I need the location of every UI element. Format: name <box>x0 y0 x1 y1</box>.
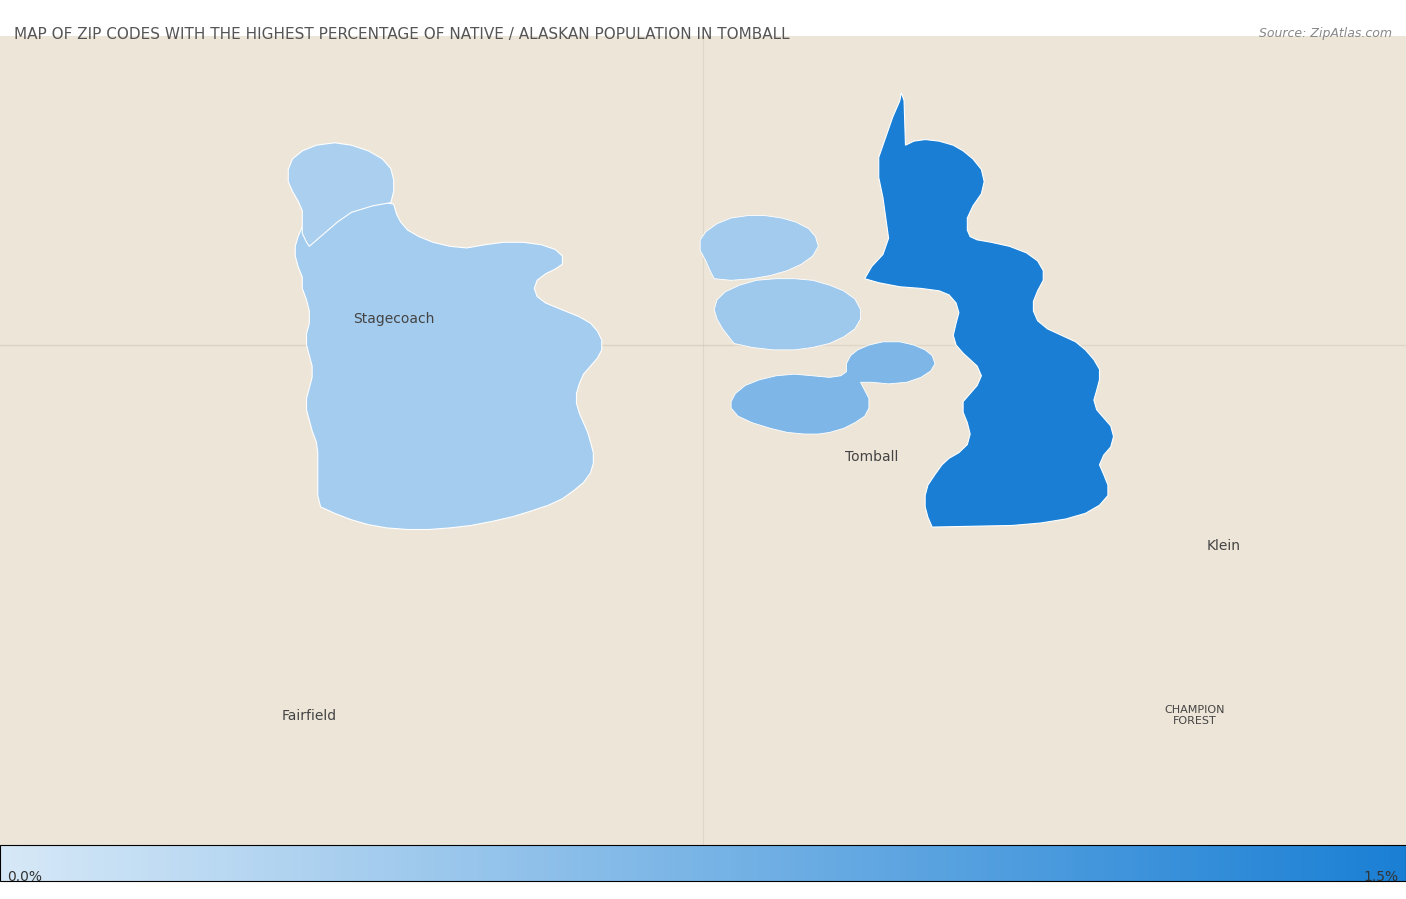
Polygon shape <box>865 93 1114 527</box>
Text: Klein: Klein <box>1206 539 1240 553</box>
Polygon shape <box>731 342 935 434</box>
Polygon shape <box>700 216 818 280</box>
Text: Tomball: Tomball <box>845 450 898 464</box>
Polygon shape <box>714 279 860 350</box>
Text: 1.5%: 1.5% <box>1364 869 1399 884</box>
Text: 0.0%: 0.0% <box>7 869 42 884</box>
Text: CHAMPION
FOREST: CHAMPION FOREST <box>1164 705 1226 726</box>
Polygon shape <box>295 202 602 530</box>
Text: MAP OF ZIP CODES WITH THE HIGHEST PERCENTAGE OF NATIVE / ALASKAN POPULATION IN T: MAP OF ZIP CODES WITH THE HIGHEST PERCEN… <box>14 27 790 42</box>
Polygon shape <box>288 143 394 246</box>
Text: Fairfield: Fairfield <box>281 708 337 723</box>
Text: Stagecoach: Stagecoach <box>353 312 434 326</box>
Text: Source: ZipAtlas.com: Source: ZipAtlas.com <box>1258 27 1392 40</box>
